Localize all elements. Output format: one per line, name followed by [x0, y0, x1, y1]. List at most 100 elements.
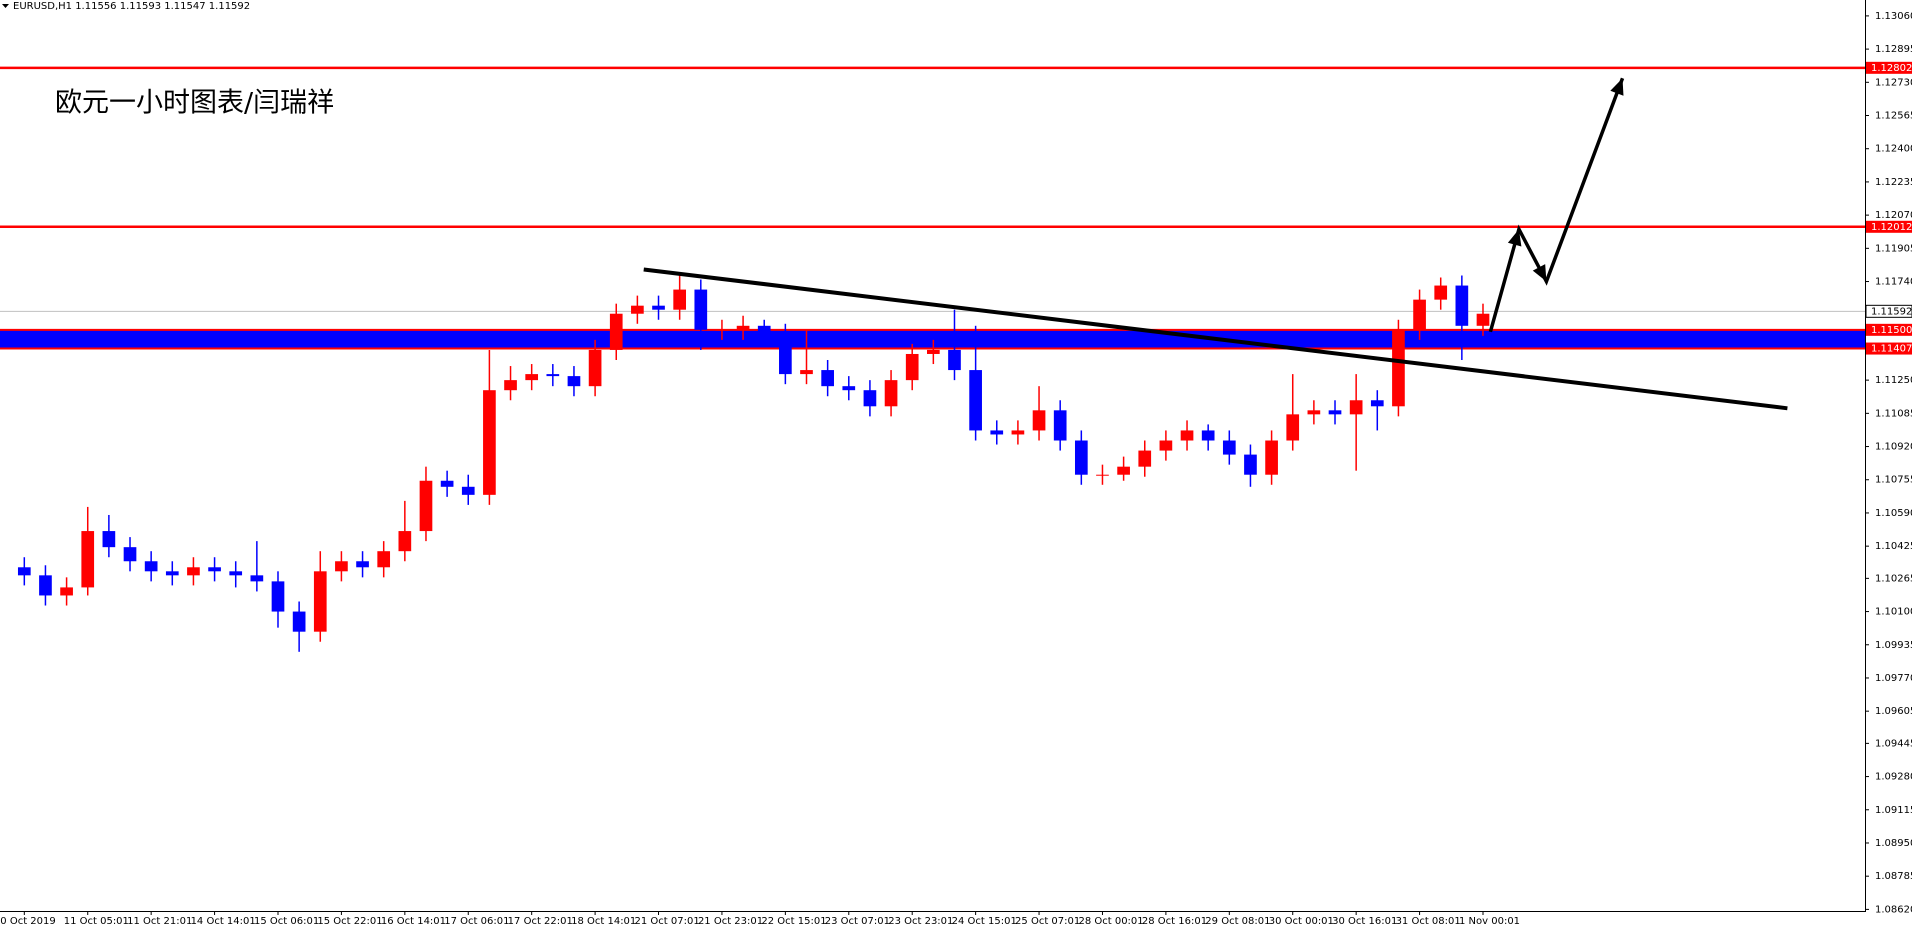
candle-body [1096, 474, 1109, 476]
candle-body [1349, 400, 1363, 415]
price-label-bg [1866, 61, 1912, 74]
candle-body [1434, 285, 1448, 300]
candle-body [250, 575, 264, 582]
y-tick-label: 1.09280 [1875, 772, 1912, 783]
x-tick-label: 24 Oct 15:01 [952, 916, 1017, 927]
y-tick-label: 1.09605 [1875, 706, 1912, 717]
x-tick-label: 21 Oct 07:01 [635, 916, 700, 927]
candle-body [1265, 440, 1278, 475]
candle-body [1392, 329, 1405, 407]
x-tick-label: 11 Oct 21:01 [127, 916, 192, 927]
candle-body [1201, 430, 1215, 441]
candle-body [1286, 414, 1300, 441]
price-label-bg [1866, 323, 1912, 336]
y-tick-label: 1.09935 [1875, 640, 1912, 651]
price-label-bg [1866, 342, 1912, 355]
x-tick-label: 1 Nov 00:01 [1459, 916, 1520, 927]
candle-body [504, 380, 517, 391]
candle-body [1222, 440, 1236, 455]
candle-body [102, 531, 116, 548]
candle-body [335, 561, 348, 572]
y-tick-label: 1.10920 [1875, 442, 1912, 453]
x-tick-label: 14 Oct 14:01 [191, 916, 256, 927]
y-tick-label: 1.11905 [1875, 243, 1912, 254]
menu-triangle[interactable] [2, 4, 9, 8]
candle-body [398, 531, 412, 552]
candle-body [757, 325, 771, 334]
arrow-head [1507, 229, 1522, 247]
x-tick-label: 21 Oct 23:01 [698, 916, 763, 927]
candle-body [1032, 410, 1046, 431]
y-tick-label: 1.12235 [1875, 177, 1912, 188]
candle-body [1455, 285, 1469, 326]
y-tick-label: 1.12565 [1875, 111, 1912, 122]
x-tick-label: 15 Oct 22:01 [317, 916, 382, 927]
candle-body [483, 390, 496, 495]
candle-body [969, 370, 982, 431]
x-tick-label: 16 Oct 14:01 [381, 916, 446, 927]
y-tick-label: 1.09115 [1875, 805, 1912, 816]
candle-body [1328, 410, 1342, 415]
y-tick-label: 1.10425 [1875, 541, 1912, 552]
y-tick-label: 1.09445 [1875, 738, 1912, 749]
candle-body [1476, 313, 1490, 326]
y-tick-label: 1.11250 [1875, 375, 1912, 386]
y-tick-label: 1.13060 [1875, 11, 1912, 22]
x-tick-label: 15 Oct 06:01 [254, 916, 319, 927]
candle-body [1244, 454, 1257, 475]
candle-body [905, 353, 919, 381]
arrow-head [1610, 78, 1624, 96]
candle-body [208, 567, 221, 572]
y-tick-label: 1.10100 [1875, 607, 1912, 618]
support-zone [0, 329, 1865, 349]
x-tick-label: 0 Oct 2019 [0, 916, 55, 927]
candle-body [1138, 450, 1152, 467]
candle-body [927, 349, 940, 354]
candle-body [313, 571, 327, 632]
candle-body [419, 480, 433, 532]
chart-header: EURUSD,H1 1.11556 1.11593 1.11547 1.1159… [13, 1, 250, 12]
y-tick-label: 1.10755 [1875, 475, 1912, 486]
annotation: 欧元一小时图表/闫瑞祥 [55, 88, 334, 119]
price-label: 1.11407 [1871, 344, 1912, 355]
candle-body [1117, 466, 1130, 475]
candle-body [884, 380, 898, 407]
x-tick-label: 11 Oct 05:01 [64, 916, 129, 927]
forecast-arrow [1488, 77, 1625, 333]
candle-body [1159, 440, 1173, 451]
candle-body [1011, 430, 1025, 435]
y-tick-label: 1.11085 [1875, 408, 1912, 419]
candle-body [440, 480, 454, 487]
y-tick-label: 1.09770 [1875, 673, 1912, 684]
candle-body [187, 567, 200, 576]
candle-body [271, 581, 285, 612]
price-label: 1.12802 [1871, 63, 1912, 74]
y-tick-label: 1.12400 [1875, 144, 1912, 155]
candle-body [1370, 400, 1384, 407]
candle-body [842, 386, 856, 391]
candle-body [948, 349, 961, 371]
x-tick-label: 17 Oct 06:01 [444, 916, 509, 927]
candle-body [673, 289, 687, 310]
x-tick-label: 17 Oct 22:01 [508, 916, 573, 927]
price-label: 1.11592 [1871, 306, 1912, 317]
price-label: 1.12012 [1871, 222, 1912, 233]
x-tick-label: 28 Oct 00:01 [1078, 916, 1143, 927]
x-tick-label: 28 Oct 16:01 [1142, 916, 1207, 927]
y-tick-label: 1.12070 [1875, 210, 1912, 221]
y-tick-label: 1.10265 [1875, 573, 1912, 584]
candle-body [81, 531, 95, 588]
candle-body [863, 390, 877, 407]
candle-body [609, 313, 623, 350]
candle-body [461, 486, 475, 495]
candle-body [229, 571, 243, 576]
candle-body [1053, 410, 1067, 441]
candle-body [292, 611, 306, 632]
x-tick-label: 30 Oct 00:01 [1269, 916, 1334, 927]
candle-body [631, 305, 644, 314]
candle-body [165, 571, 179, 576]
